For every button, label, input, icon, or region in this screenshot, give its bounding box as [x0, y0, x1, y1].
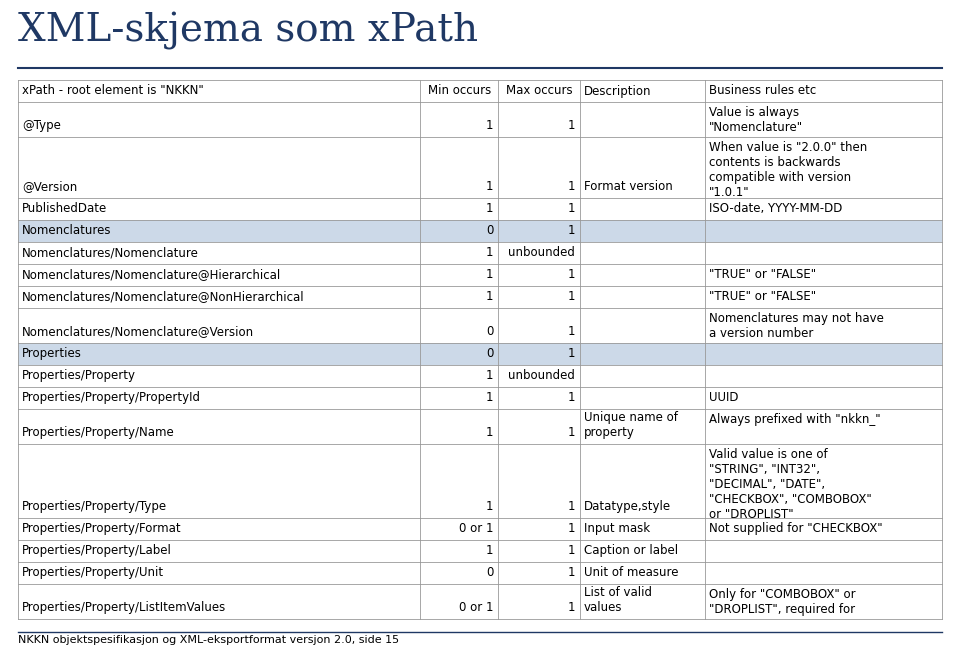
Text: @Version: @Version: [22, 180, 77, 193]
Bar: [18, 518, 942, 540]
Text: Nomenclatures may not have
a version number: Nomenclatures may not have a version num…: [708, 312, 883, 340]
Text: Properties: Properties: [22, 347, 82, 360]
Text: @Type: @Type: [22, 119, 60, 132]
Text: Format version: Format version: [584, 180, 673, 193]
Text: unbounded: unbounded: [508, 369, 575, 382]
Text: Properties/Property/PropertyId: Properties/Property/PropertyId: [22, 391, 201, 404]
Text: Nomenclatures/Nomenclature@Version: Nomenclatures/Nomenclature@Version: [22, 325, 254, 338]
Bar: [18, 264, 942, 286]
Text: 1: 1: [567, 268, 575, 281]
Bar: [18, 102, 942, 137]
Text: "TRUE" or "FALSE": "TRUE" or "FALSE": [708, 268, 816, 281]
Text: 0: 0: [486, 224, 493, 237]
Text: unbounded: unbounded: [508, 246, 575, 259]
Text: Min occurs: Min occurs: [427, 84, 491, 97]
Bar: [18, 540, 942, 562]
Text: 1: 1: [486, 426, 493, 439]
Bar: [18, 387, 942, 409]
Text: 1: 1: [567, 224, 575, 237]
Text: 1: 1: [567, 391, 575, 404]
Text: 1: 1: [567, 202, 575, 215]
Text: 1: 1: [567, 325, 575, 338]
Text: Always prefixed with "nkkn_": Always prefixed with "nkkn_": [708, 413, 880, 426]
Text: ISO-date, YYYY-MM-DD: ISO-date, YYYY-MM-DD: [708, 202, 842, 215]
Bar: [18, 584, 942, 619]
Text: 1: 1: [486, 202, 493, 215]
Text: 1: 1: [486, 544, 493, 557]
Text: 1: 1: [486, 391, 493, 404]
Bar: [18, 365, 942, 387]
Text: Properties/Property/ListItemValues: Properties/Property/ListItemValues: [22, 601, 227, 614]
Bar: [18, 286, 942, 308]
Text: Not supplied for "CHECKBOX": Not supplied for "CHECKBOX": [708, 522, 882, 535]
Text: UUID: UUID: [708, 391, 738, 404]
Text: NKKN objektspesifikasjon og XML-eksportformat versjon 2.0, side 15: NKKN objektspesifikasjon og XML-eksportf…: [18, 635, 399, 645]
Bar: [18, 80, 942, 102]
Text: Nomenclatures/Nomenclature: Nomenclatures/Nomenclature: [22, 246, 199, 259]
Text: Unit of measure: Unit of measure: [584, 566, 679, 579]
Text: Input mask: Input mask: [584, 522, 650, 535]
Text: 1: 1: [567, 347, 575, 360]
Text: 1: 1: [567, 180, 575, 193]
Text: 1: 1: [486, 268, 493, 281]
Text: Nomenclatures/Nomenclature@Hierarchical: Nomenclatures/Nomenclature@Hierarchical: [22, 268, 281, 281]
Text: Properties/Property/Unit: Properties/Property/Unit: [22, 566, 164, 579]
Text: 1: 1: [486, 500, 493, 513]
Text: 1: 1: [486, 290, 493, 303]
Text: 1: 1: [486, 369, 493, 382]
Bar: [18, 198, 942, 220]
Text: "TRUE" or "FALSE": "TRUE" or "FALSE": [708, 290, 816, 303]
Text: 0: 0: [486, 566, 493, 579]
Text: Caption or label: Caption or label: [584, 544, 678, 557]
Text: 1: 1: [567, 290, 575, 303]
Text: Value is always
"Nomenclature": Value is always "Nomenclature": [708, 106, 803, 134]
Text: 1: 1: [567, 426, 575, 439]
Text: Datatype,style: Datatype,style: [584, 500, 671, 513]
Text: Nomenclatures/Nomenclature@NonHierarchical: Nomenclatures/Nomenclature@NonHierarchic…: [22, 290, 304, 303]
Text: 1: 1: [486, 246, 493, 259]
Text: 1: 1: [567, 500, 575, 513]
Text: Nomenclatures: Nomenclatures: [22, 224, 111, 237]
Text: 1: 1: [567, 522, 575, 535]
Text: Properties/Property/Label: Properties/Property/Label: [22, 544, 172, 557]
Text: 1: 1: [486, 119, 493, 132]
Text: xPath - root element is "NKKN": xPath - root element is "NKKN": [22, 84, 204, 97]
Text: 1: 1: [567, 119, 575, 132]
Text: Business rules etc: Business rules etc: [708, 84, 816, 97]
Text: Unique name of
property: Unique name of property: [584, 411, 678, 439]
Bar: [18, 409, 942, 444]
Text: 0 or 1: 0 or 1: [459, 601, 493, 614]
Bar: [18, 444, 942, 518]
Text: 1: 1: [567, 601, 575, 614]
Text: PublishedDate: PublishedDate: [22, 202, 108, 215]
Text: 1: 1: [567, 544, 575, 557]
Text: Properties/Property/Format: Properties/Property/Format: [22, 522, 181, 535]
Text: 0: 0: [486, 347, 493, 360]
Text: When value is "2.0.0" then
contents is backwards
compatible with version
"1.0.1": When value is "2.0.0" then contents is b…: [708, 141, 867, 199]
Text: 1: 1: [486, 180, 493, 193]
Text: Properties/Property/Name: Properties/Property/Name: [22, 426, 175, 439]
Bar: [18, 343, 942, 365]
Text: Valid value is one of
"STRING", "INT32",
"DECIMAL", "DATE",
"CHECKBOX", "COMBOBO: Valid value is one of "STRING", "INT32",…: [708, 448, 872, 521]
Text: XML-skjema som xPath: XML-skjema som xPath: [18, 12, 478, 50]
Text: Properties/Property/Type: Properties/Property/Type: [22, 500, 167, 513]
Bar: [18, 242, 942, 264]
Text: Description: Description: [584, 84, 651, 97]
Text: 0 or 1: 0 or 1: [459, 522, 493, 535]
Text: 1: 1: [567, 566, 575, 579]
Text: Properties/Property: Properties/Property: [22, 369, 136, 382]
Bar: [18, 137, 942, 198]
Bar: [18, 308, 942, 343]
Bar: [18, 220, 942, 242]
Bar: [18, 562, 942, 584]
Text: Max occurs: Max occurs: [506, 84, 572, 97]
Text: 0: 0: [486, 325, 493, 338]
Text: List of valid
values: List of valid values: [584, 586, 652, 614]
Text: Only for "COMBOBOX" or
"DROPLIST", required for: Only for "COMBOBOX" or "DROPLIST", requi…: [708, 588, 855, 616]
